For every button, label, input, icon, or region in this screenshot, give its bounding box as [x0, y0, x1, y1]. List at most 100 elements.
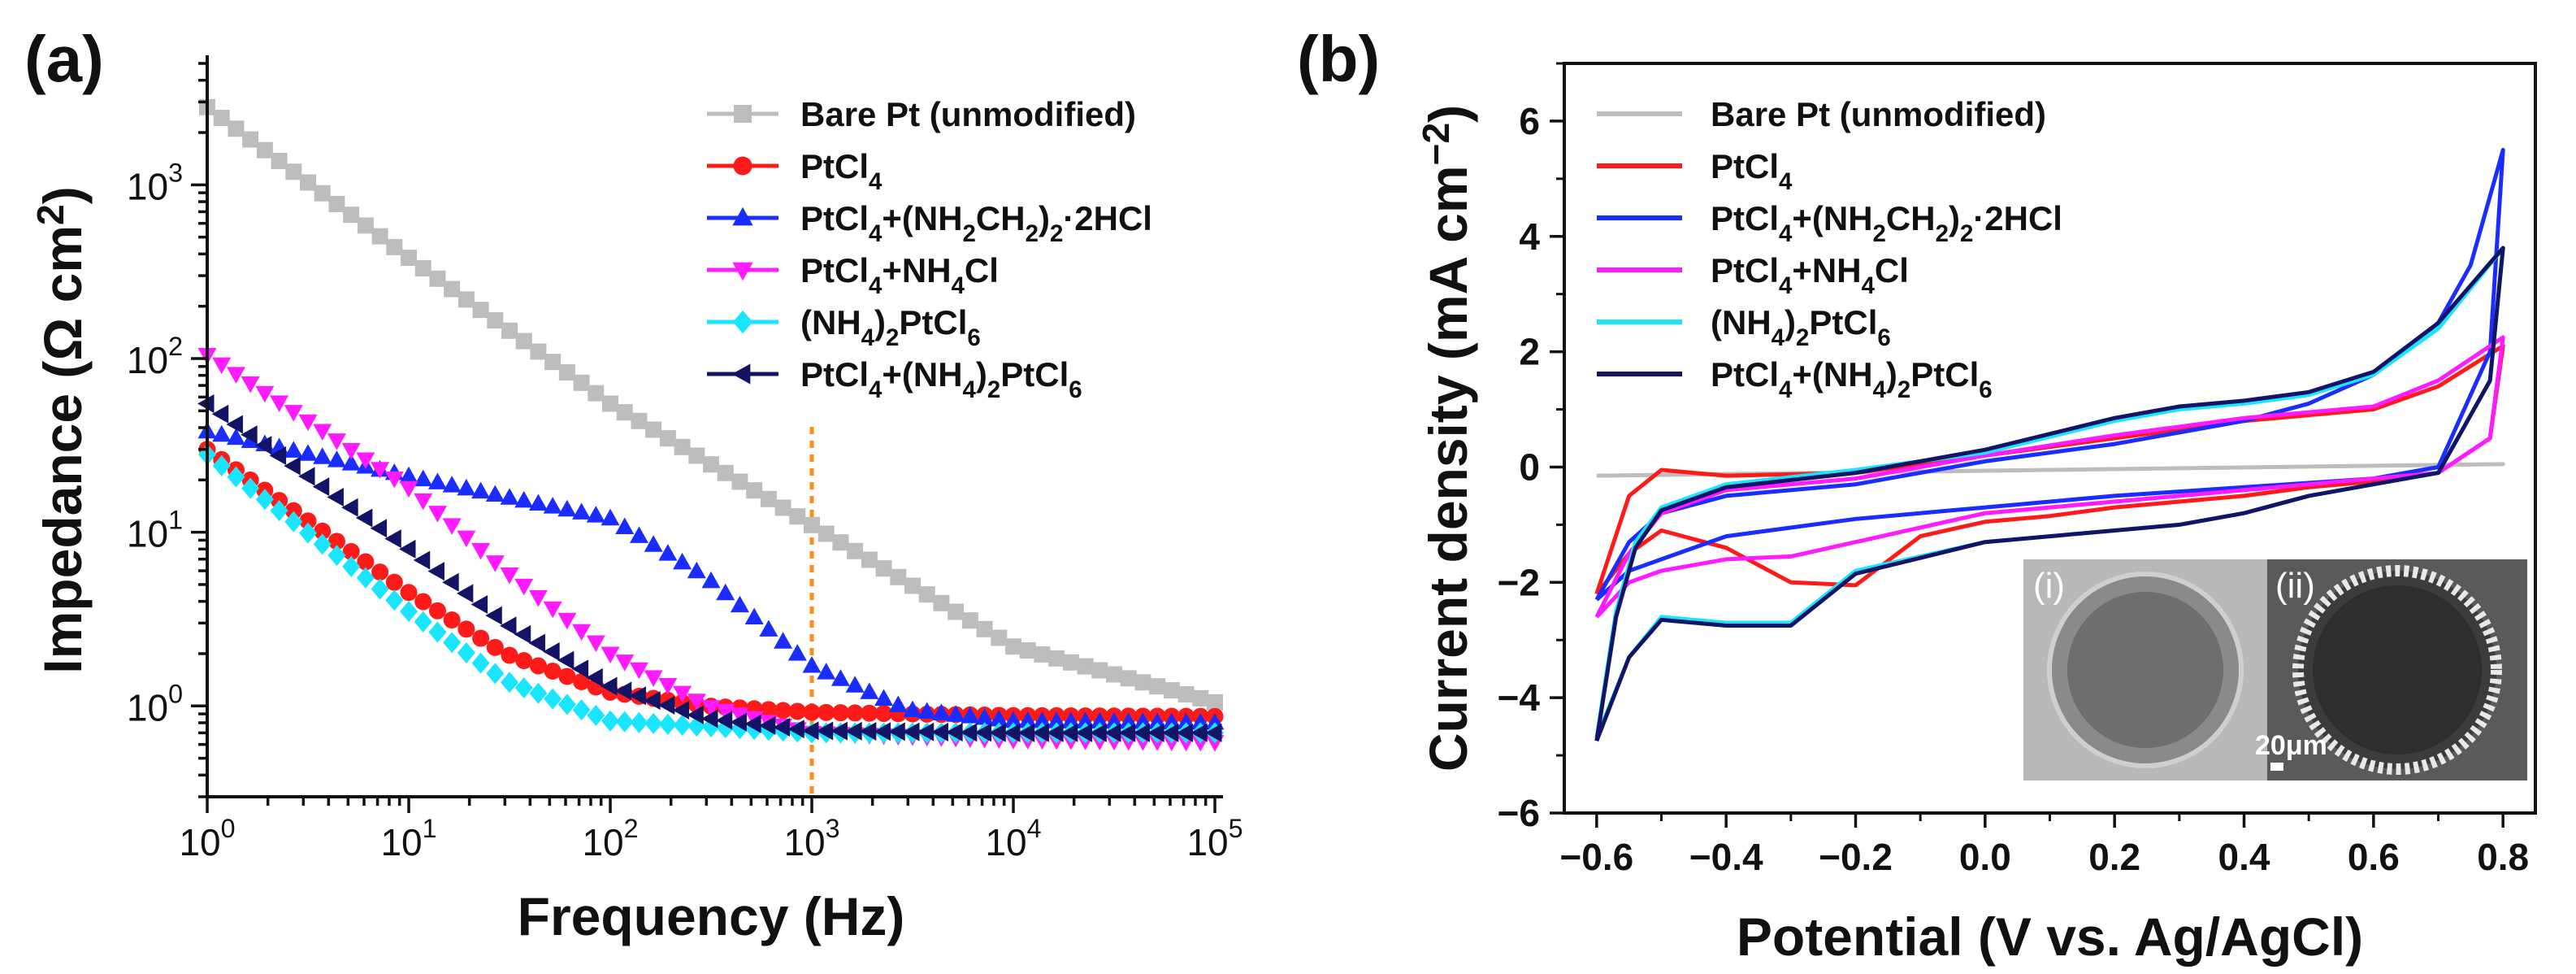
data-point — [875, 560, 892, 577]
x-tick-label: 103 — [783, 814, 839, 863]
data-point — [832, 534, 849, 551]
data-point — [558, 667, 576, 685]
legend-label: PtCl4+NH4Cl — [800, 251, 999, 299]
data-point — [343, 207, 360, 224]
data-point — [672, 700, 690, 720]
data-point — [890, 568, 907, 585]
data-point — [384, 529, 401, 549]
data-point — [802, 721, 819, 741]
data-point — [486, 638, 504, 656]
data-point — [428, 602, 446, 620]
data-point — [572, 699, 591, 721]
data-point — [1207, 694, 1223, 711]
data-point — [528, 494, 548, 511]
data-point — [817, 663, 836, 680]
data-point — [486, 663, 505, 685]
data-point — [1147, 723, 1164, 742]
data-point — [543, 497, 562, 514]
data-point — [931, 703, 951, 720]
data-point — [1133, 723, 1150, 742]
data-point — [284, 502, 302, 520]
data-point — [1062, 654, 1079, 671]
data-point — [629, 662, 648, 680]
data-point — [1047, 711, 1066, 728]
data-point — [471, 594, 488, 614]
y-tick-label: 100 — [127, 679, 183, 728]
data-point — [1176, 723, 1194, 742]
data-point — [817, 525, 835, 542]
data-point — [687, 694, 706, 711]
data-point — [586, 506, 605, 523]
cv-curve-2 — [1594, 147, 2505, 602]
y-tick-label: 101 — [127, 506, 183, 555]
data-point — [500, 488, 519, 505]
data-point — [300, 174, 316, 191]
x-tick-label: −0.4 — [1689, 836, 1763, 878]
data-point — [400, 601, 418, 623]
data-point — [774, 499, 791, 516]
data-point — [313, 533, 332, 555]
data-point — [312, 477, 330, 497]
data-point — [960, 723, 978, 742]
data-point — [528, 589, 548, 607]
data-point — [904, 577, 921, 594]
data-point — [385, 589, 404, 611]
legend-label: Bare Pt (unmodified) — [800, 95, 1136, 133]
data-point — [341, 498, 358, 517]
data-point — [845, 676, 865, 693]
impedance-chart: 100 101 102 103 104 105 100 101 102 103 Frequency … — [29, 55, 1243, 946]
data-point — [975, 707, 995, 725]
data-point — [256, 141, 273, 159]
data-point — [226, 367, 245, 384]
data-point — [644, 535, 663, 552]
data-point — [687, 561, 706, 579]
data-point — [485, 606, 502, 625]
data-point — [357, 553, 375, 571]
data-point — [845, 721, 862, 741]
data-point — [255, 489, 274, 511]
data-point — [773, 718, 791, 737]
inset-ii-label: (ii) — [2275, 566, 2315, 606]
data-point — [948, 603, 965, 620]
data-point — [658, 677, 678, 695]
data-point — [314, 185, 331, 202]
y-tick-label: −4 — [1498, 676, 1541, 719]
x-tick-label: 104 — [985, 814, 1041, 863]
data-point — [442, 476, 462, 493]
legend-item: PtCl4 — [1597, 147, 1793, 195]
data-point — [974, 723, 992, 742]
data-point — [399, 539, 416, 559]
legend-item: PtCl4+(NH4)2PtCl6 — [707, 355, 1082, 403]
data-point — [355, 508, 373, 528]
data-point — [558, 364, 575, 381]
data-point — [774, 632, 793, 649]
data-point — [313, 424, 332, 441]
data-point — [371, 462, 390, 479]
legend-item: PtCl4+NH4Cl — [707, 251, 999, 299]
data-point — [514, 624, 531, 644]
data-point — [730, 712, 747, 732]
data-point — [500, 616, 517, 636]
x-tick-label: 101 — [380, 814, 436, 863]
data-point — [802, 656, 822, 673]
data-point — [400, 584, 418, 602]
inset-i-label: (i) — [2033, 566, 2065, 606]
data-point — [212, 424, 232, 442]
data-point — [442, 572, 459, 592]
data-point — [241, 425, 258, 445]
data-point — [601, 710, 619, 732]
data-point — [946, 723, 963, 742]
data-point — [991, 629, 1008, 646]
data-point — [242, 131, 259, 148]
data-point — [357, 217, 374, 234]
scale-bar — [2270, 763, 2283, 771]
data-point — [212, 357, 232, 375]
data-point — [989, 709, 1008, 727]
data-point — [615, 654, 635, 672]
data-point — [731, 473, 748, 490]
legend-label: PtCl4+(NH4)2PtCl6 — [1711, 355, 1993, 403]
data-point — [787, 720, 804, 739]
data-point — [269, 446, 287, 465]
data-point — [299, 522, 317, 544]
data-point — [903, 700, 922, 718]
